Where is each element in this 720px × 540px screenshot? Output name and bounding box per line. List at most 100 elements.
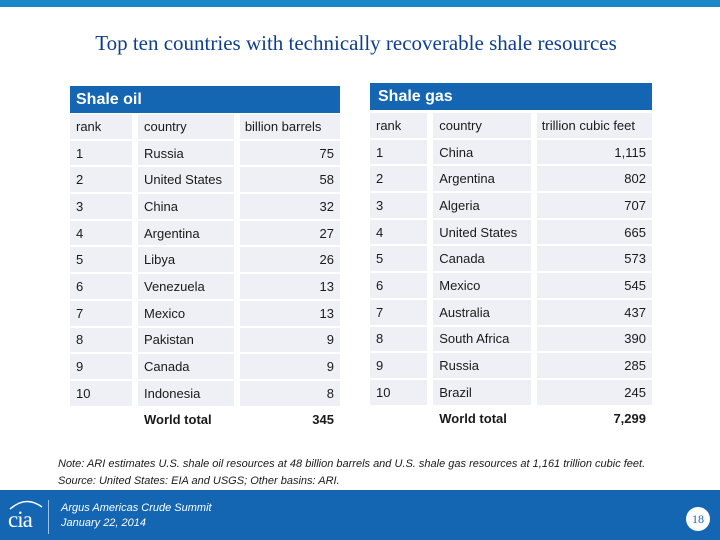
table-row: 9 Canada 9 [70, 354, 340, 379]
rank-cell: 10 [370, 379, 428, 405]
column-header-rank: rank [70, 114, 132, 139]
table-row: 4 Argentina 27 [70, 220, 340, 246]
logo-text: cia [8, 507, 33, 532]
footnote: Note: ARI estimates U.S. shale oil resou… [58, 456, 645, 490]
world-total-row: World total 7,299 [370, 407, 652, 432]
value-cell: 58 [239, 167, 340, 193]
column-header-rank: rank [370, 113, 428, 138]
country-cell: Venezuela [137, 274, 234, 299]
country-cell: Canada [137, 354, 234, 379]
country-cell: Mexico [433, 273, 531, 298]
column-header-row: rank country trillion cubic feet [370, 113, 652, 138]
table-row: 2 United States 58 [70, 167, 340, 193]
country-cell: United States [137, 167, 234, 193]
table-row: 9 Russia 285 [370, 353, 652, 378]
country-cell: Indonesia [137, 380, 234, 406]
country-cell: Argentina [433, 166, 531, 192]
value-cell: 573 [536, 246, 652, 272]
rank-cell: 2 [70, 167, 132, 193]
value-cell: 390 [536, 326, 652, 352]
top-accent-bar [0, 0, 720, 7]
total-spacer [70, 408, 132, 433]
value-cell: 9 [239, 354, 340, 379]
table-row: 5 Libya 26 [70, 247, 340, 273]
table-row: 6 Venezuela 13 [70, 274, 340, 299]
rank-cell: 4 [70, 220, 132, 246]
conference-info: Argus Americas Crude Summit January 22, … [61, 501, 212, 531]
country-cell: Russia [137, 140, 234, 166]
value-cell: 545 [536, 273, 652, 298]
value-cell: 1,115 [536, 139, 652, 165]
shale-gas-table: rank country trillion cubic feet 1 China 1,11… [370, 111, 652, 433]
column-header-country: country [433, 113, 531, 138]
footer-bar [0, 490, 720, 540]
total-spacer [370, 407, 427, 432]
value-cell: 707 [536, 193, 652, 218]
country-cell: Algeria [433, 193, 531, 218]
value-cell: 665 [536, 219, 652, 245]
total-value: 345 [312, 412, 334, 428]
value-cell: 8 [239, 380, 340, 406]
value-cell: 13 [239, 274, 340, 299]
value-cell: 27 [239, 220, 340, 246]
country-cell: Russia [433, 353, 531, 378]
rank-cell: 6 [70, 274, 132, 299]
country-cell: Canada [433, 246, 531, 272]
country-cell: Argentina [137, 220, 234, 246]
rank-cell: 1 [370, 139, 428, 165]
value-cell: 32 [239, 194, 340, 219]
rank-cell: 4 [370, 219, 428, 245]
country-cell: United States [433, 219, 531, 245]
page-title: Top ten countries with technically recov… [95, 31, 617, 55]
logo-arc-icon [9, 500, 43, 510]
table-row: 8 South Africa 390 [370, 326, 652, 352]
conference-date: January 22, 2014 [61, 517, 147, 529]
table-row: 2 Argentina 802 [370, 166, 652, 192]
rank-cell: 2 [370, 166, 428, 192]
table-row: 7 Australia 437 [370, 299, 652, 325]
column-header-row: rank country billion barrels [70, 114, 340, 139]
value-cell: 75 [239, 140, 340, 166]
rank-cell: 6 [370, 273, 428, 298]
country-cell: Mexico [137, 300, 234, 326]
country-cell: Australia [433, 299, 531, 325]
total-value: 7,299 [613, 411, 646, 427]
value-cell: 13 [239, 300, 340, 326]
shale-oil-heading: Shale oil [70, 86, 340, 113]
column-header-value: billion barrels [239, 114, 340, 139]
shale-oil-table: rank country billion barrels 1 Russia 75 2 Unit… [70, 112, 340, 434]
table-row: 3 China 32 [70, 194, 340, 219]
footnote-note: Note: ARI estimates U.S. shale oil resou… [58, 458, 646, 470]
total-label: World total [439, 411, 507, 427]
table-row: 1 Russia 75 [70, 140, 340, 166]
column-header-value: trillion cubic feet [536, 113, 652, 138]
table-row: 1 China 1,115 [370, 139, 652, 165]
shale-gas-heading: Shale gas [370, 83, 652, 110]
rank-cell: 8 [370, 326, 428, 352]
country-cell: South Africa [433, 326, 531, 352]
footer-divider [48, 500, 49, 534]
value-cell: 437 [536, 299, 652, 325]
value-cell: 285 [536, 353, 652, 378]
footnote-source: Source: United States: EIA and USGS; Oth… [58, 475, 340, 487]
rank-cell: 1 [70, 140, 132, 166]
table-row: 4 United States 665 [370, 219, 652, 245]
value-cell: 26 [239, 247, 340, 273]
world-total-row: World total 345 [70, 408, 340, 433]
country-cell: China [137, 194, 234, 219]
table-row: 5 Canada 573 [370, 246, 652, 272]
country-cell: Pakistan [137, 327, 234, 353]
conference-name: Argus Americas Crude Summit [61, 502, 212, 514]
page-number: 18 [686, 507, 710, 531]
rank-cell: 5 [70, 247, 132, 273]
table-row: 10 Brazil 245 [370, 379, 652, 405]
country-cell: China [433, 139, 531, 165]
value-cell: 802 [536, 166, 652, 192]
rank-cell: 8 [70, 327, 132, 353]
total-label: World total [143, 412, 212, 428]
rank-cell: 7 [370, 299, 428, 325]
rank-cell: 5 [370, 246, 428, 272]
column-header-country: country [137, 114, 234, 139]
value-cell: 245 [536, 379, 652, 405]
value-cell: 9 [239, 327, 340, 353]
